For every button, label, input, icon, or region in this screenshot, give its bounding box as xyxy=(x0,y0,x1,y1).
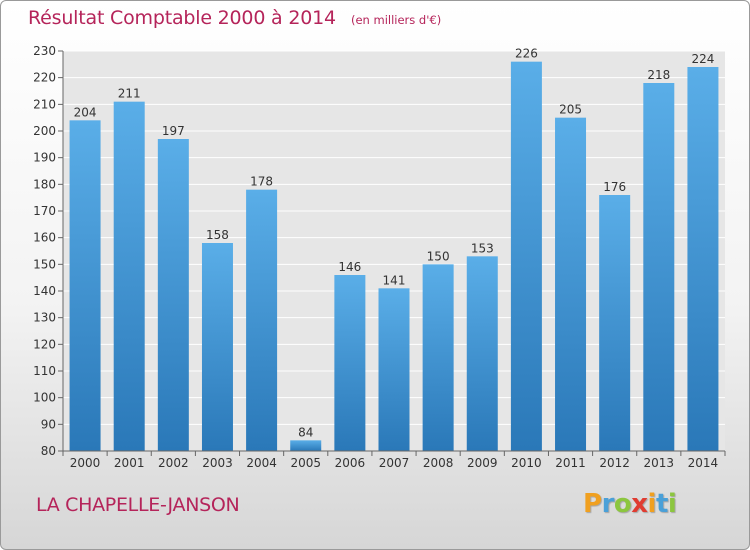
y-tick-label: 130 xyxy=(33,311,56,325)
bar-value-label: 224 xyxy=(691,52,714,66)
y-tick-label: 90 xyxy=(41,417,56,431)
proxiti-logo: Proxiti xyxy=(583,489,677,519)
bar xyxy=(643,83,675,451)
bar xyxy=(378,288,410,451)
bar xyxy=(290,440,322,451)
y-tick-label: 80 xyxy=(41,444,56,458)
x-axis-ticks: 2000 2001 2002 2003 2004 2005 2006 2007 2008 2009… xyxy=(62,51,726,470)
bar xyxy=(113,101,145,452)
logo-letter: P xyxy=(583,489,602,519)
bar xyxy=(334,275,366,451)
y-tick-label: 220 xyxy=(33,71,56,85)
y-tick-label: 190 xyxy=(33,151,56,165)
x-tick-label: 2004 xyxy=(246,456,277,470)
x-tick-label: 2006 xyxy=(335,456,366,470)
logo-letter: o xyxy=(613,489,632,519)
bar-value-label: 146 xyxy=(338,260,361,274)
x-tick-label: 2012 xyxy=(599,456,630,470)
y-axis-ticks: 80 90 100 110 120 130 140 150 160 170 180 190 200 210… xyxy=(33,44,63,458)
chart-title: Résultat Comptable 2000 à 2014 xyxy=(28,7,336,29)
x-tick-label: 2000 xyxy=(70,456,101,470)
x-tick-label: 2001 xyxy=(114,456,145,470)
y-tick-label: 110 xyxy=(33,364,56,378)
x-tick-label: 2014 xyxy=(688,456,719,470)
bar-value-label: 150 xyxy=(427,249,450,263)
x-tick-label: 2007 xyxy=(379,456,410,470)
x-tick-label: 2002 xyxy=(158,456,189,470)
y-tick-label: 200 xyxy=(33,124,56,138)
x-tick-label: 2005 xyxy=(290,456,321,470)
y-tick-label: 180 xyxy=(33,177,56,191)
x-tick-label: 2003 xyxy=(202,456,233,470)
logo-letter: r xyxy=(601,489,615,519)
logo-letter: t xyxy=(655,489,668,519)
x-tick-label: 2009 xyxy=(467,456,498,470)
bar-value-label: 176 xyxy=(603,180,626,194)
bar-value-label: 141 xyxy=(383,273,406,287)
bar xyxy=(201,243,233,451)
bar xyxy=(555,117,587,452)
bar xyxy=(687,67,719,451)
title-block: Résultat Comptable 2000 à 2014 (en milli… xyxy=(28,7,441,29)
logo-letter: x xyxy=(631,489,648,519)
x-tick-label: 2008 xyxy=(423,456,454,470)
y-tick-label: 160 xyxy=(33,231,56,245)
x-tick-label: 2010 xyxy=(511,456,542,470)
x-tick-label: 2013 xyxy=(644,456,675,470)
bar-value-label: 205 xyxy=(559,103,582,117)
bar-value-label: 204 xyxy=(74,105,97,119)
y-tick-label: 120 xyxy=(33,337,56,351)
bar-value-label: 158 xyxy=(206,228,229,242)
x-tick-label: 2011 xyxy=(555,456,586,470)
y-tick-label: 170 xyxy=(33,204,56,218)
bar-value-label: 197 xyxy=(162,124,185,138)
bar-value-label: 153 xyxy=(471,241,494,255)
bar-value-label: 218 xyxy=(647,68,670,82)
y-tick-label: 140 xyxy=(33,284,56,298)
commune-name: LA CHAPELLE-JANSON xyxy=(36,494,240,516)
bar-value-label: 211 xyxy=(118,87,141,101)
bar xyxy=(599,195,631,451)
logo-letter: i xyxy=(667,489,677,519)
y-tick-label: 210 xyxy=(33,97,56,111)
y-tick-label: 150 xyxy=(33,257,56,271)
bar xyxy=(246,189,278,451)
bar-value-label: 226 xyxy=(515,47,538,61)
bar-value-label: 84 xyxy=(298,425,313,439)
bar xyxy=(510,61,542,452)
y-tick-label: 230 xyxy=(33,44,56,58)
bar-value-label: 178 xyxy=(250,175,273,189)
y-tick-label: 100 xyxy=(33,391,56,405)
bar xyxy=(69,120,101,451)
logo-letter: i xyxy=(647,489,657,519)
bars: 204 211 197 158 178 84 146 141 150 153 226 205 176 21… xyxy=(69,47,719,452)
bar xyxy=(157,139,189,451)
bar xyxy=(422,264,454,451)
chart-subtitle: (en milliers d'€) xyxy=(350,13,442,27)
bar xyxy=(466,256,498,451)
